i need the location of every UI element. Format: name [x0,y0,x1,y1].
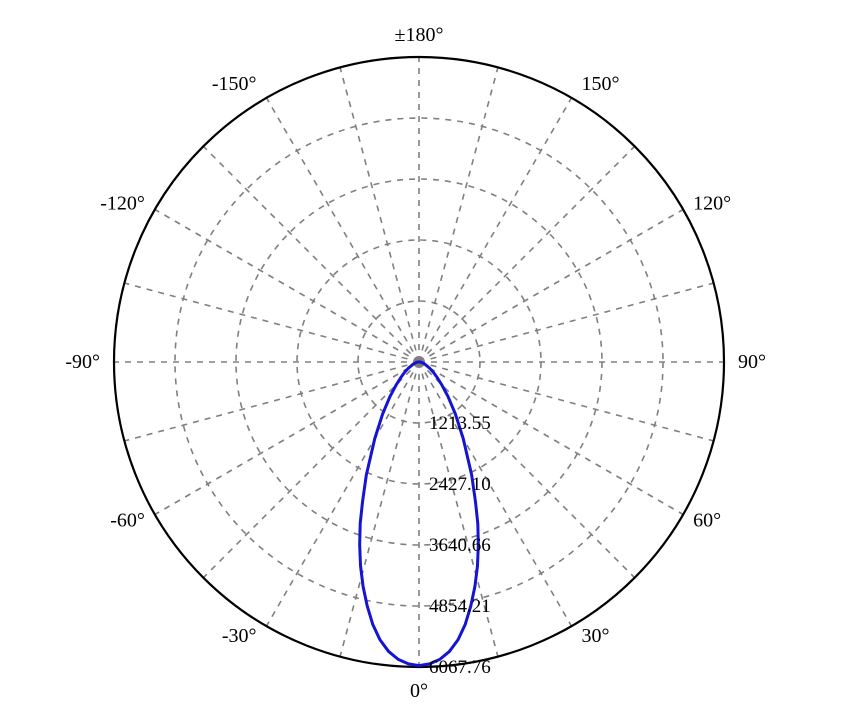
angle-label: 150° [582,73,620,95]
grid-spoke [340,67,419,362]
radius-label: 1213.55 [429,413,491,434]
angle-label: 120° [693,193,731,215]
grid-spoke [267,98,420,362]
polar-chart: 1213.55 2427.10 3640.66 4854.21 6067.76 0° 30… [0,0,846,722]
angle-label: -30° [222,625,257,647]
grid-spoke [419,210,683,363]
angle-label: -150° [212,73,257,95]
angle-label: ±180° [395,24,444,46]
grid-spoke [155,210,419,363]
radius-label: 2427.10 [429,474,491,495]
angle-label: -120° [100,193,145,215]
grid-spoke [155,362,419,515]
grid-spoke [419,146,635,362]
grid-spoke [203,146,419,362]
angle-label: 30° [582,625,610,647]
grid-spoke [124,283,419,362]
angle-label: 60° [693,510,721,532]
angle-label: 90° [738,351,766,373]
angle-label: -60° [110,510,145,532]
angle-label: -90° [65,351,100,373]
grid-spoke [419,67,498,362]
radius-label: 3640.66 [429,535,491,556]
radius-label: 6067.76 [429,657,491,678]
radius-label: 4854.21 [429,596,491,617]
grid-spoke [419,98,572,362]
grid-spoke [203,362,419,578]
grid-spoke [340,362,419,657]
angle-label: 0° [410,680,428,702]
grid-spoke [419,283,714,362]
grid-spoke [124,362,419,441]
grid-spoke [267,362,420,626]
